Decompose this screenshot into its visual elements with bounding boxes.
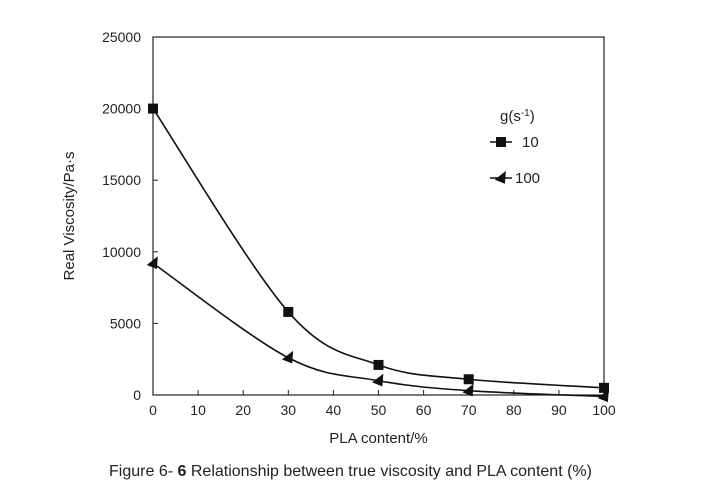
- legend-item-10: 10: [490, 134, 539, 151]
- legend-title: g(s-1): [500, 108, 535, 126]
- x-tick-label: 60: [416, 402, 432, 418]
- caption-number: 6: [177, 463, 187, 480]
- x-tick-label: 70: [461, 402, 477, 418]
- y-tick-label: 5000: [110, 315, 141, 331]
- legend-item-100: 100: [490, 170, 540, 187]
- data-point: [463, 374, 474, 385]
- data-point: [372, 373, 384, 387]
- x-tick-label: 50: [371, 402, 387, 418]
- legend: g(s-1) 10 100: [490, 108, 540, 187]
- y-tick-label: 10000: [102, 244, 141, 260]
- chart: 0 10 20 30 40 50 60 70 80 90 100 0 5000 10000 15000 20…: [61, 29, 616, 447]
- series-layer: [146, 103, 609, 403]
- caption-prefix: Figure 6-: [109, 463, 174, 480]
- series-line: [152, 108, 605, 389]
- y-axis-ticks: 0 5000 10000 15000 20000 25000: [102, 29, 158, 403]
- legend-marker: [496, 137, 506, 147]
- data-point: [283, 306, 294, 317]
- series-line: [152, 262, 605, 398]
- y-tick-label: 25000: [102, 29, 141, 45]
- y-tick-label: 0: [133, 387, 141, 403]
- x-tick-label: 20: [235, 402, 251, 418]
- x-tick-label: 0: [149, 402, 157, 418]
- data-point: [599, 382, 609, 393]
- x-tick-label: 90: [551, 402, 567, 418]
- data-point: [282, 350, 294, 364]
- series-10: [148, 103, 609, 393]
- x-tick-label: 40: [326, 402, 342, 418]
- series-100: [146, 256, 609, 403]
- x-tick-label: 80: [506, 402, 522, 418]
- figure-caption: Figure 6- 6 Relationship between true vi…: [0, 463, 701, 481]
- x-tick-label: 10: [190, 402, 206, 418]
- legend-marker: [494, 170, 506, 184]
- y-tick-label: 20000: [102, 101, 141, 117]
- y-tick-label: 15000: [102, 172, 141, 188]
- data-point: [146, 256, 158, 269]
- x-tick-label: 30: [281, 402, 297, 418]
- legend-label: 10: [522, 134, 539, 151]
- x-tick-label: 100: [592, 402, 616, 418]
- x-axis-title: PLA content/%: [329, 430, 427, 447]
- x-axis-ticks: 0 10 20 30 40 50 60 70 80 90 100: [149, 390, 616, 418]
- y-axis-title: Real Viscosity/Pa·s: [61, 152, 78, 281]
- legend-label: 100: [515, 170, 540, 187]
- data-point: [597, 389, 609, 403]
- caption-text: Relationship between true viscosity and …: [190, 463, 592, 480]
- data-point: [148, 103, 158, 114]
- data-point: [462, 383, 474, 397]
- data-point: [373, 359, 384, 370]
